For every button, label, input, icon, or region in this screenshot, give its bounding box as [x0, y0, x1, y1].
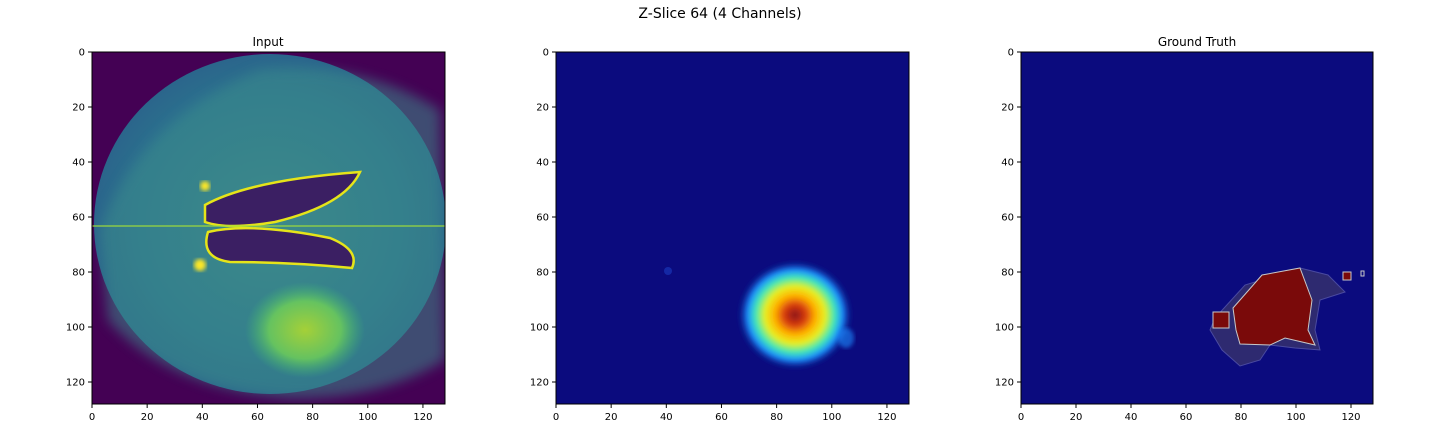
input-ytick-label: 80 [72, 268, 85, 279]
gt-core-region [1232, 267, 1316, 346]
gt-background [1021, 52, 1373, 404]
input-xtick-label: 20 [141, 412, 154, 423]
panel-title-ground-truth: Ground Truth [1158, 35, 1236, 49]
gt-ytick-label: 60 [1001, 213, 1014, 224]
prediction-faint-dot [664, 267, 672, 275]
bright-spot-1 [200, 181, 210, 191]
prediction-ytick-label: 0 [543, 48, 549, 59]
gt-xtick-label: 100 [1286, 412, 1305, 423]
gt-speck [1360, 270, 1365, 277]
prediction-background [556, 52, 909, 404]
gt-ytick-label: 80 [1001, 268, 1014, 279]
input-lesion-bright [245, 282, 365, 378]
prediction-satellite [838, 328, 854, 348]
lower-ventricle [205, 226, 355, 270]
prediction-ytick-label: 80 [536, 268, 549, 279]
prediction-axes-frame [555, 51, 910, 405]
input-axes-frame [91, 51, 446, 405]
prediction-ytick-label: 100 [530, 323, 549, 334]
gt-xtick-label: 120 [1341, 412, 1360, 423]
bright-spot-2 [194, 259, 206, 271]
gt-xtick-label: 60 [1180, 412, 1193, 423]
prediction-ytick-label: 40 [536, 158, 549, 169]
prediction-ytick-label: 120 [530, 378, 549, 389]
panel-ground-truth: 0 20 40 60 80 100 120 0 20 40 60 80 100 120 [995, 48, 1374, 423]
input-xtick-label: 80 [306, 412, 319, 423]
gt-xtick-label: 20 [1070, 412, 1083, 423]
prediction-ytick-label: 60 [536, 213, 549, 224]
panel-title-input: Input [252, 35, 283, 49]
input-ytick-label: 20 [72, 103, 85, 114]
input-xtick-label: 40 [196, 412, 209, 423]
gt-xtick-label: 80 [1235, 412, 1248, 423]
input-xtick-label: 100 [358, 412, 377, 423]
prediction-xtick-label: 40 [660, 412, 673, 423]
input-ytick-label: 0 [79, 48, 85, 59]
input-ytick-label: 100 [66, 323, 85, 334]
gt-ytick-label: 20 [1001, 103, 1014, 114]
prediction-hotspot [737, 260, 853, 370]
input-ytick-label: 60 [72, 213, 85, 224]
gt-ytick-label: 0 [1008, 48, 1014, 59]
gt-xtick-label: 40 [1125, 412, 1138, 423]
gt-axes-frame [1020, 51, 1374, 405]
prediction-xtick-label: 120 [877, 412, 896, 423]
prediction-xtick-label: 20 [605, 412, 618, 423]
input-xtick-label: 60 [251, 412, 264, 423]
figure-suptitle: Z-Slice 64 (4 Channels) [638, 6, 802, 22]
prediction-xtick-label: 0 [553, 412, 559, 423]
input-ytick-label: 120 [66, 378, 85, 389]
gt-ytick-label: 40 [1001, 158, 1014, 169]
prediction-xtick-label: 60 [715, 412, 728, 423]
gt-core-right [1342, 271, 1352, 281]
prediction-xtick-label: 100 [822, 412, 841, 423]
gt-ytick-label: 100 [995, 323, 1014, 334]
input-ytick-label: 40 [72, 158, 85, 169]
input-xtick-label: 120 [413, 412, 432, 423]
prediction-xtick-label: 80 [770, 412, 783, 423]
prediction-ytick-label: 20 [536, 103, 549, 114]
input-xtick-label: 0 [89, 412, 95, 423]
panel-input: 0 20 40 60 80 100 120 0 20 40 60 80 100 120 [66, 48, 446, 423]
panel-prediction: 0 20 40 60 80 100 120 0 20 40 60 80 100 120 [530, 48, 910, 423]
gt-core-left [1212, 311, 1230, 329]
gt-xtick-label: 0 [1018, 412, 1024, 423]
gt-ytick-label: 120 [995, 378, 1014, 389]
